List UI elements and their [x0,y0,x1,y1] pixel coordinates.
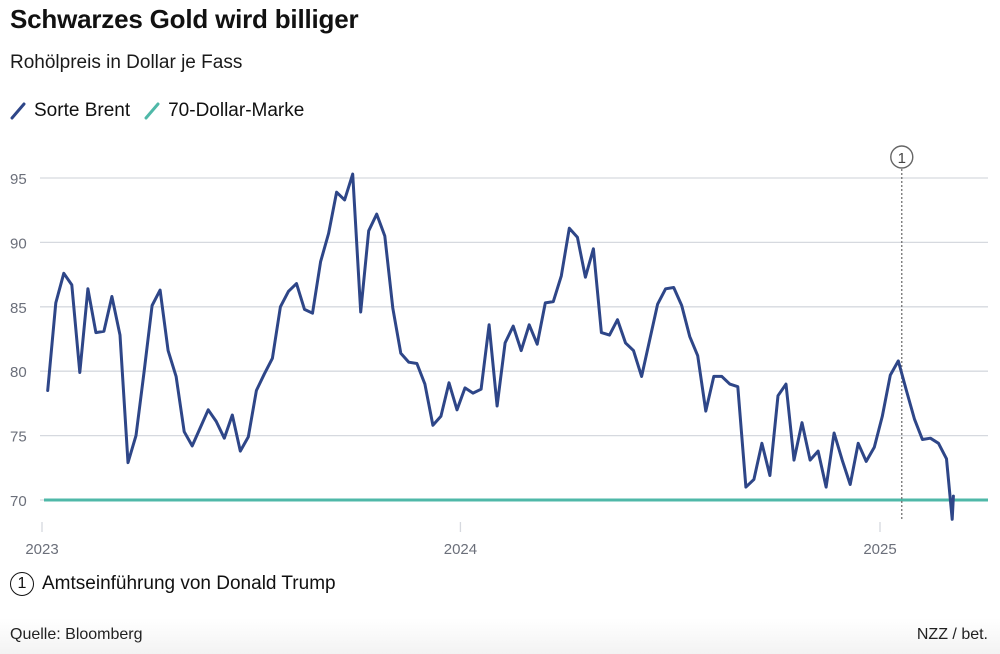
legend-label-70-mark: 70-Dollar-Marke [168,100,305,121]
legend: Sorte Brent 70-Dollar-Marke [10,100,318,122]
chart-subtitle: Rohölpreis in Dollar je Fass [10,52,243,73]
series-brent-line [46,172,955,521]
legend-swatch-brent-icon [10,102,26,120]
x-tick-label: 2025 [863,541,896,558]
y-tick-label: 95 [10,171,27,188]
x-tick-label: 2024 [444,541,477,558]
legend-item-70-mark: 70-Dollar-Marke [144,100,304,122]
annotation-note: 1 Amtseinführung von Donald Trump [10,572,336,596]
event-marker-number: 1 [898,150,906,167]
legend-label-brent: Sorte Brent [34,100,131,121]
legend-item-brent: Sorte Brent [10,100,130,122]
y-tick-label: 70 [10,493,27,510]
credit: NZZ / bet. [916,626,988,643]
event-marker-circle [890,145,914,169]
y-tick-label: 90 [10,235,27,252]
y-tick-label: 75 [10,429,27,446]
y-tick-label: 80 [10,364,27,381]
annotation-text: Amtseinführung von Donald Trump [42,573,336,594]
line-chart: 70 75 80 85 90 95 2023 2024 2025 1 [10,145,988,558]
annotation-number-badge: 1 [10,572,34,596]
chart-title: Schwarzes Gold wird billiger [10,4,359,34]
y-tick-label: 85 [10,300,27,317]
footer: Quelle: Bloomberg NZZ / bet. [0,618,1000,654]
legend-swatch-70-mark-icon [144,102,160,120]
x-tick-label: 2023 [25,541,58,558]
source: Quelle: Bloomberg [10,626,143,643]
